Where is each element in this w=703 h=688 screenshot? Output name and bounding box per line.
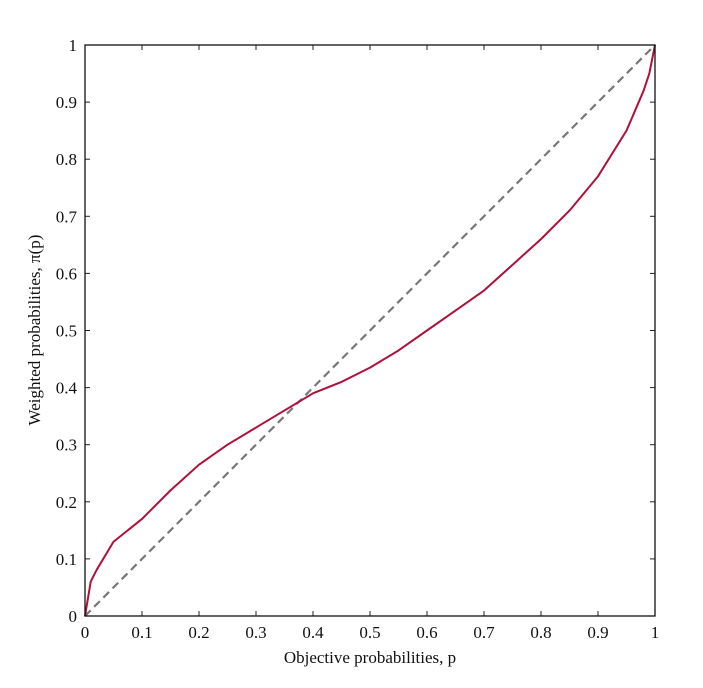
- x-tick-label: 0.4: [302, 623, 324, 642]
- y-tick-label: 0.9: [56, 93, 77, 112]
- x-tick-label: 0: [81, 623, 90, 642]
- y-tick-label: 0.8: [56, 150, 77, 169]
- data-line: [84, 44, 656, 617]
- x-tick-label: 0.2: [188, 623, 209, 642]
- y-tick-label: 0.4: [56, 379, 78, 398]
- data-line: [84, 44, 656, 617]
- y-tick-label: 0.6: [56, 264, 77, 283]
- x-tick-label: 0.7: [473, 623, 495, 642]
- x-axis-label: Objective probabilities, p: [284, 648, 456, 667]
- x-tick-label: 0.1: [131, 623, 152, 642]
- y-tick-label: 0.7: [56, 207, 78, 226]
- y-tick-label: 0.3: [56, 436, 77, 455]
- plot-frame: [84, 44, 656, 617]
- x-tick-label: 0.6: [416, 623, 437, 642]
- y-axis-label: Weighted probabilities, π(p): [25, 235, 44, 426]
- x-tick-label: 0.9: [587, 623, 608, 642]
- y-tick-label: 1: [69, 36, 78, 55]
- x-tick-label: 0.8: [530, 623, 551, 642]
- x-tick-label: 1: [651, 623, 660, 642]
- y-tick-label: 0: [69, 607, 78, 626]
- y-tick-label: 0.2: [56, 493, 77, 512]
- x-tick-label: 0.3: [245, 623, 266, 642]
- x-tick-label: 0.5: [359, 623, 380, 642]
- y-tick-label: 0.5: [56, 322, 77, 341]
- y-tick-label: 0.1: [56, 550, 77, 569]
